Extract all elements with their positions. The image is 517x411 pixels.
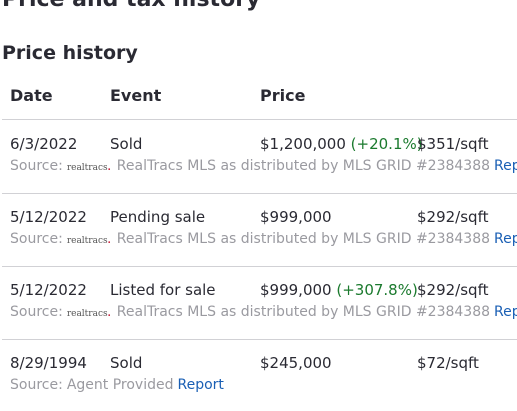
price-value: $245,000: [260, 354, 332, 372]
row-date: 6/3/2022: [10, 135, 78, 153]
row-source: Source: realtracs. RealTracs MLS as dist…: [10, 231, 517, 247]
logo-text: realtracs: [66, 163, 108, 173]
report-link[interactable]: Report: [177, 377, 224, 393]
price-value: $1,200,000: [260, 135, 346, 153]
report-link[interactable]: Report: [494, 304, 517, 320]
row-event: Listed for sale: [110, 281, 216, 299]
row-date: 8/29/1994: [10, 354, 87, 372]
row-price: $1,200,000 (+20.1%): [260, 135, 423, 153]
row-divider: [2, 339, 517, 340]
row-divider: [2, 193, 517, 194]
source-label: Source:: [10, 377, 63, 393]
row-price-per-sqft: $351/sqft: [417, 135, 489, 153]
row-event: Sold: [110, 354, 143, 372]
section-title: Price and tax history: [2, 0, 260, 12]
report-link[interactable]: Report: [494, 158, 517, 174]
price-change: (+20.1%): [350, 135, 423, 153]
table-row: 5/12/2022 Pending sale $999,000 $292/sqf…: [0, 208, 517, 278]
source-label: Source:: [10, 231, 63, 247]
source-label: Source:: [10, 158, 63, 174]
logo-text: realtracs: [66, 309, 108, 319]
source-text: Agent Provided: [66, 377, 174, 393]
row-price: $245,000: [260, 354, 332, 372]
row-price: $999,000 (+307.8%): [260, 281, 418, 299]
source-text: RealTracs MLS as distributed by MLS GRID…: [116, 304, 491, 320]
row-source: Source: realtracs. RealTracs MLS as dist…: [10, 158, 517, 174]
price-value: $999,000: [260, 208, 332, 226]
price-value: $999,000: [260, 281, 332, 299]
realtracs-logo: realtracs.: [66, 309, 111, 319]
realtracs-logo: realtracs.: [66, 236, 111, 246]
row-date: 5/12/2022: [10, 281, 87, 299]
row-date: 5/12/2022: [10, 208, 87, 226]
price-change: (+307.8%): [336, 281, 418, 299]
price-history-title: Price history: [2, 42, 138, 64]
logo-text: realtracs: [66, 236, 108, 246]
realtracs-logo: realtracs.: [66, 163, 111, 173]
source-text: RealTracs MLS as distributed by MLS GRID…: [116, 231, 491, 247]
table-row: 8/29/1994 Sold $245,000 $72/sqft Source:…: [0, 354, 517, 411]
table-divider: [2, 119, 517, 120]
row-event: Pending sale: [110, 208, 206, 226]
row-price-per-sqft: $292/sqft: [417, 281, 489, 299]
column-header-price: Price: [260, 86, 306, 105]
row-source: Source: realtracs. RealTracs MLS as dist…: [10, 304, 517, 320]
row-source: Source: Agent Provided Report: [10, 377, 224, 393]
row-price-per-sqft: $72/sqft: [417, 354, 479, 372]
table-row: 6/3/2022 Sold $1,200,000 (+20.1%) $351/s…: [0, 135, 517, 205]
table-row: 5/12/2022 Listed for sale $999,000 (+307…: [0, 281, 517, 351]
row-event: Sold: [110, 135, 143, 153]
source-label: Source:: [10, 304, 63, 320]
row-divider: [2, 266, 517, 267]
row-price: $999,000: [260, 208, 332, 226]
column-header-event: Event: [110, 86, 162, 105]
column-header-date: Date: [10, 86, 53, 105]
row-price-per-sqft: $292/sqft: [417, 208, 489, 226]
source-text: RealTracs MLS as distributed by MLS GRID…: [116, 158, 491, 174]
report-link[interactable]: Report: [494, 231, 517, 247]
